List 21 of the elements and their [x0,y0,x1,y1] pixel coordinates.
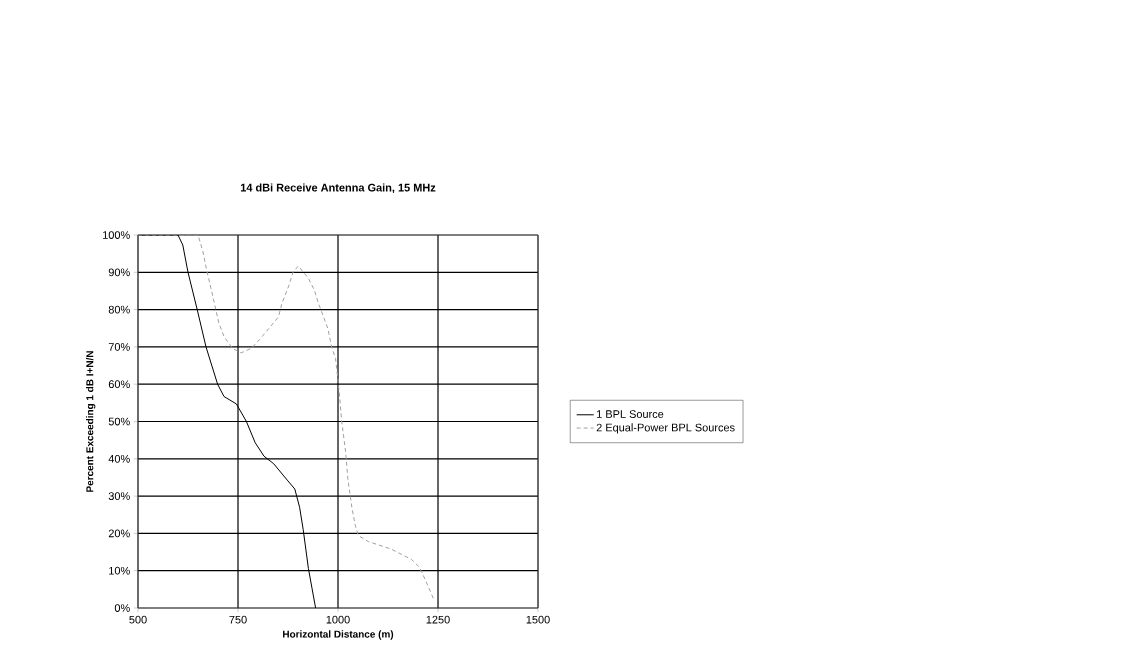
y-tick-label: 10% [109,566,130,575]
y-axis-title: Percent Exceeding 1 dB I+N/N [86,351,96,492]
legend-label: 2 Equal-Power BPL Sources [596,423,735,434]
x-axis-title: Horizontal Distance (m) [283,630,394,640]
x-tick-label: 750 [229,615,247,624]
y-tick-label: 50% [108,417,130,426]
y-tick-label: 40% [108,454,130,463]
x-tick-label: 1000 [326,615,350,624]
chart-title: 14 dBi Receive Antenna Gain, 15 MHz [240,183,436,194]
y-tick-label: 30% [108,492,130,500]
y-tick-label: 70% [108,343,130,351]
y-tick-label: 20% [108,529,130,538]
y-tick-label: 80% [108,305,130,314]
x-tick-label: 1500 [526,615,550,624]
y-tick-label: 90% [108,268,130,277]
y-tick-label: 100% [103,231,130,239]
y-tick-label: 60% [108,380,130,389]
x-tick-label: 500 [129,615,147,624]
y-tick-label: 0% [114,604,130,612]
legend-label: 1 BPL Source [597,410,664,418]
x-tick-label: 1250 [426,615,450,624]
